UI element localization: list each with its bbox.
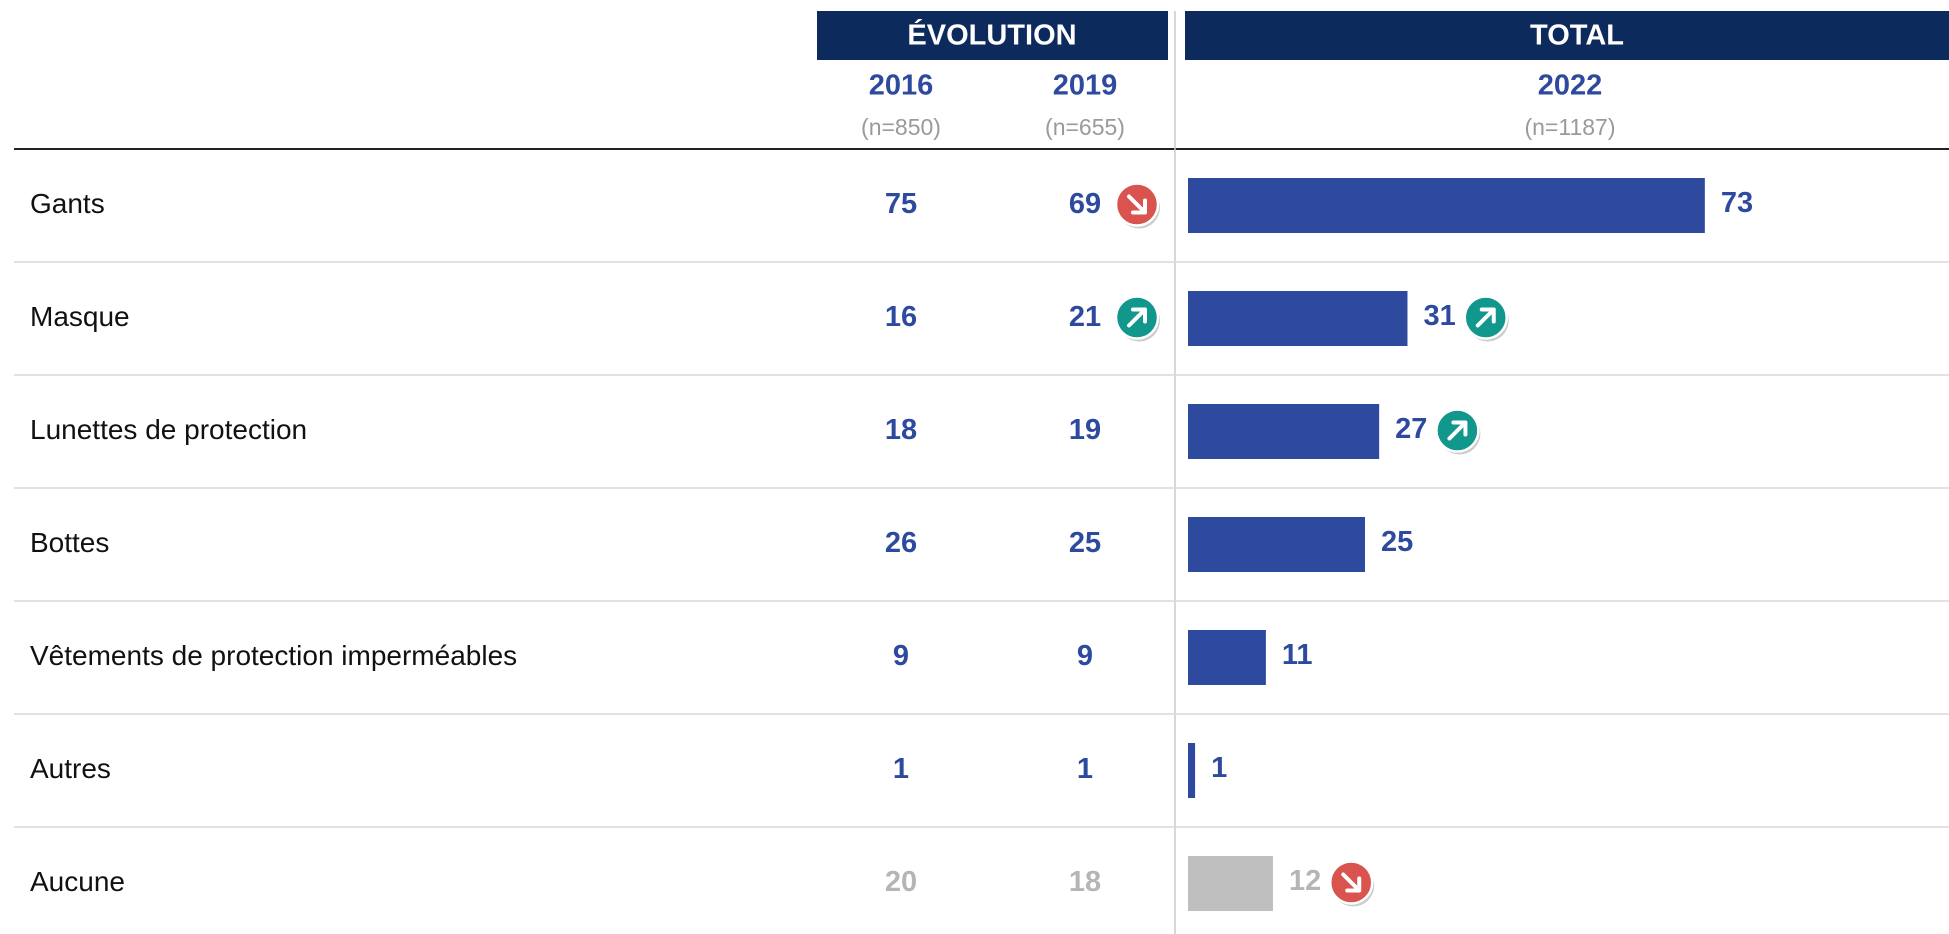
row-label: Lunettes de protection — [30, 414, 307, 445]
row-label: Gants — [30, 188, 105, 219]
evolution-value: 9 — [1077, 640, 1093, 672]
evolution-value: 18 — [885, 414, 917, 446]
evolution-value: 18 — [1069, 866, 1101, 898]
trend-arrow — [1127, 194, 1147, 215]
evolution-value: 19 — [1069, 414, 1101, 446]
year-label: 2022 — [1538, 70, 1603, 102]
trend-icon — [1328, 860, 1375, 907]
trend-icon — [1114, 182, 1160, 229]
bar-value: 12 — [1289, 865, 1321, 897]
trend-arrow — [1447, 420, 1468, 441]
year-label: 2016 — [869, 70, 934, 102]
evolution-value: 20 — [885, 866, 917, 898]
bar-value: 1 — [1211, 752, 1227, 784]
trend-arrow — [1475, 307, 1496, 328]
bar-value: 73 — [1721, 187, 1753, 219]
bar-value: 11 — [1282, 639, 1313, 671]
row-label: Aucune — [30, 866, 125, 897]
row-label: Bottes — [30, 527, 109, 558]
evolution-header — [817, 11, 1168, 60]
bar — [1188, 517, 1365, 572]
row-label: Masque — [30, 301, 130, 332]
row-label: Autres — [30, 753, 111, 784]
bar — [1188, 291, 1408, 346]
bar — [1188, 856, 1273, 911]
evolution-value: 16 — [885, 301, 917, 333]
bar-value: 31 — [1423, 300, 1455, 332]
bar — [1188, 743, 1196, 798]
evolution-title: ÉVOLUTION — [907, 18, 1076, 52]
evolution-value: 1 — [1077, 753, 1093, 785]
total-title: TOTAL — [1530, 20, 1624, 52]
row-label: Vêtements de protection imperméables — [30, 640, 517, 671]
total-header — [1185, 11, 1949, 60]
bar — [1188, 404, 1380, 459]
bar — [1188, 178, 1705, 233]
sample-size: (n=1187) — [1524, 114, 1615, 140]
bar-value: 27 — [1395, 413, 1427, 445]
bar — [1188, 630, 1266, 685]
trend-icon — [1114, 295, 1160, 342]
year-label: 2019 — [1053, 70, 1118, 102]
evolution-value: 9 — [893, 640, 909, 672]
trend-arrow — [1127, 307, 1147, 328]
trend-icon — [1435, 408, 1481, 455]
evolution-value: 21 — [1069, 301, 1101, 333]
evolution-value: 25 — [1069, 527, 1101, 559]
evolution-value: 75 — [885, 188, 917, 220]
trend-icon — [1463, 295, 1509, 342]
evolution-value: 1 — [893, 753, 909, 785]
sample-size: (n=655) — [1045, 114, 1125, 140]
bar-value: 25 — [1381, 526, 1413, 558]
evolution-value: 26 — [885, 527, 917, 559]
sample-size: (n=850) — [861, 114, 941, 140]
evolution-value: 69 — [1069, 188, 1101, 220]
trend-arrow — [1341, 872, 1362, 893]
